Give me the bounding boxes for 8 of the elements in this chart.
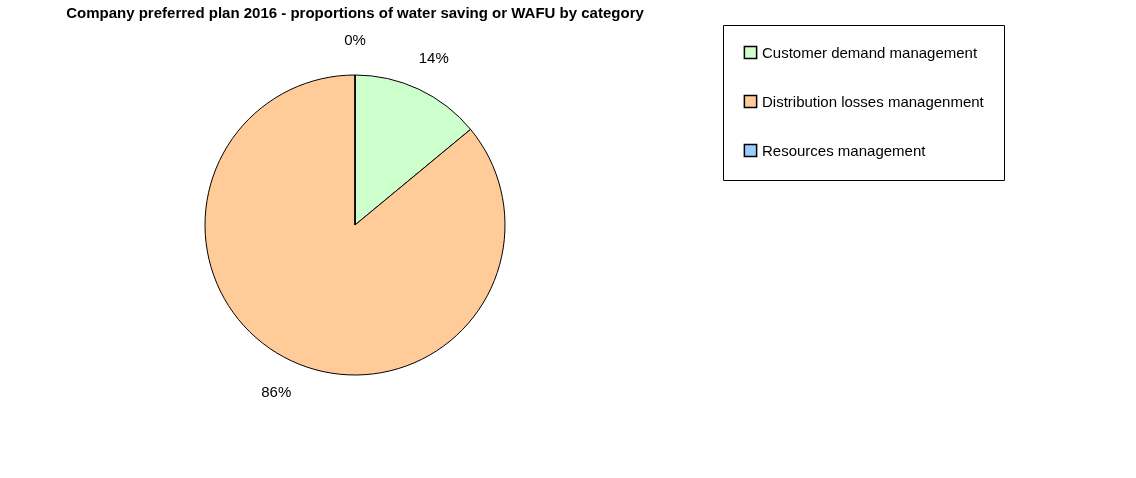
text: 0%: [344, 31, 366, 48]
data-label: 86%: [261, 383, 292, 401]
chart-title: Company preferred plan 2016 - proportions of water saving or WAFU by category: [66, 3, 645, 21]
data-label: 14%: [418, 48, 449, 66]
legend-label: Resources management: [762, 141, 927, 159]
legend-label: Customer demand management: [762, 43, 978, 61]
legend-label: Distribution losses managenment: [762, 92, 985, 110]
pie-slice: [204, 74, 506, 376]
